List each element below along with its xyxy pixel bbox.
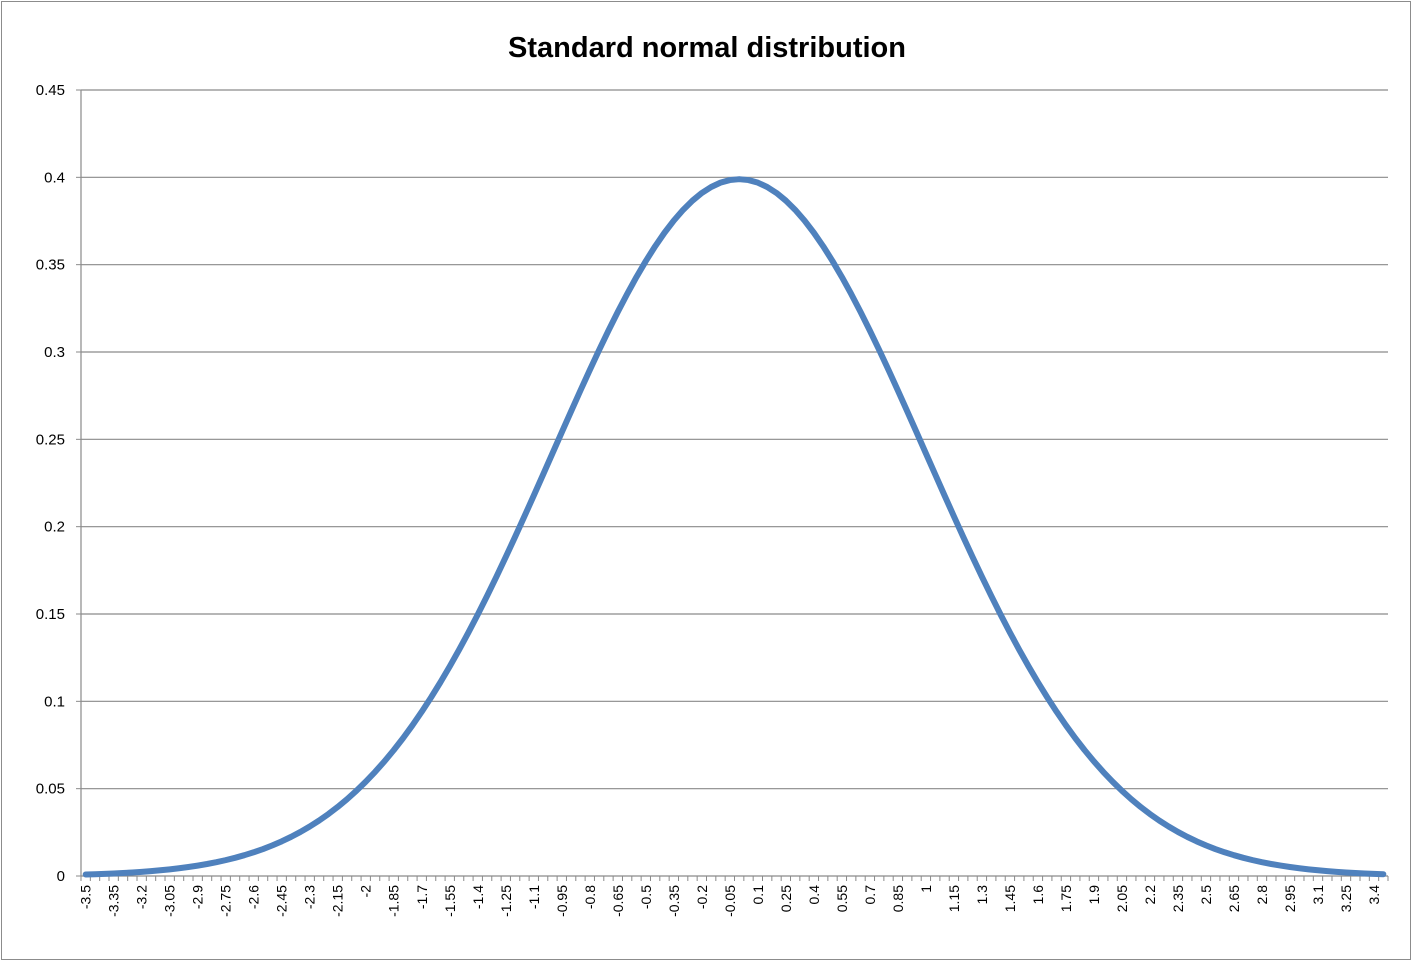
- x-tick-label: -0.8: [582, 885, 598, 909]
- x-tick-label: -0.65: [610, 885, 626, 917]
- y-tick-label: 0.05: [36, 781, 65, 798]
- x-tick-label: -1.4: [470, 885, 486, 909]
- y-tick-label: 0.45: [36, 82, 65, 99]
- x-tick-label: -3.05: [162, 885, 178, 917]
- x-tick-label: -2.3: [302, 885, 318, 909]
- x-tick-label: -2.6: [246, 885, 262, 909]
- x-tick-label: 1.45: [1002, 885, 1018, 912]
- x-tick-label: 0.7: [862, 885, 878, 905]
- x-tick-label: -0.35: [666, 885, 682, 917]
- series-layer: [82, 176, 1387, 878]
- y-tick-label: 0.2: [44, 519, 65, 536]
- y-tick-label: 0.35: [36, 257, 65, 274]
- x-tick-label: 1.75: [1058, 885, 1074, 912]
- x-tick-label: 2.2: [1142, 885, 1158, 905]
- x-tick-label: -1.1: [526, 885, 542, 909]
- y-tick-label: 0.15: [36, 606, 65, 623]
- x-tick-label: -2.75: [218, 885, 234, 917]
- x-tick-label: -0.2: [694, 885, 710, 909]
- x-tick-label: -1.55: [442, 885, 458, 917]
- x-tick-label: 2.8: [1254, 885, 1270, 905]
- x-tick-label: -2.15: [330, 885, 346, 917]
- x-tick-label: 1.6: [1030, 885, 1046, 905]
- x-tick-label: 0.25: [778, 885, 794, 912]
- x-tick-label: -2.9: [190, 885, 206, 909]
- x-tick-labels: -3.5 -3.35 -3.2 -3.05 -2.9 -2.75 -2.6 -2.45 -2.3…: [78, 885, 1382, 917]
- x-tick-label: -3.2: [134, 885, 150, 909]
- x-tick-label: 1: [918, 885, 934, 893]
- x-tick-label: -1.25: [498, 885, 514, 917]
- x-tick-label: -3.35: [106, 885, 122, 917]
- chart-title: Standard normal distribution: [508, 32, 906, 64]
- y-tick-label: 0.3: [44, 344, 65, 361]
- x-tick-label: 1.9: [1086, 885, 1102, 905]
- x-tick-label: -3.5: [78, 885, 94, 909]
- y-tick-label: 0.4: [44, 169, 65, 186]
- x-tick-label: 2.95: [1282, 885, 1298, 912]
- x-tick-label: -2.45: [274, 885, 290, 917]
- x-tick-label: 0.4: [806, 885, 822, 905]
- x-tick-label: 3.1: [1310, 885, 1326, 905]
- x-tick-label: -0.95: [554, 885, 570, 917]
- x-tick-label: 0.1: [750, 885, 766, 905]
- x-tick-label: 1.3: [974, 885, 990, 905]
- axis-layer: [76, 89, 1389, 881]
- x-tick-label: -1.85: [386, 885, 402, 917]
- x-tick-label: 2.5: [1198, 885, 1214, 905]
- x-tick-label: -2: [358, 885, 374, 898]
- x-tick-label: -1.7: [414, 885, 430, 909]
- y-tick-label: 0: [57, 868, 65, 885]
- grid-layer: [81, 89, 1388, 790]
- y-tick-labels: 0 0.05 0.1 0.15 0.2 0.25 0.3 0.35 0.4 0.45: [36, 82, 65, 885]
- x-tick-label: -0.5: [638, 885, 654, 909]
- x-tick-label: 3.25: [1338, 885, 1354, 912]
- series-line-standard-normal: [82, 176, 1387, 878]
- x-tick-label: 1.15: [946, 885, 962, 912]
- x-tick-label: 0.55: [834, 885, 850, 912]
- x-tick-label: 2.05: [1114, 885, 1130, 912]
- x-tick-label: 3.4: [1366, 885, 1382, 905]
- y-tick-label: 0.25: [36, 431, 65, 448]
- x-tick-label: 0.85: [890, 885, 906, 912]
- y-tick-label: 0.1: [44, 693, 65, 710]
- x-tick-label: -0.05: [722, 885, 738, 917]
- x-tick-label: 2.35: [1170, 885, 1186, 912]
- x-tick-label: 2.65: [1226, 885, 1242, 912]
